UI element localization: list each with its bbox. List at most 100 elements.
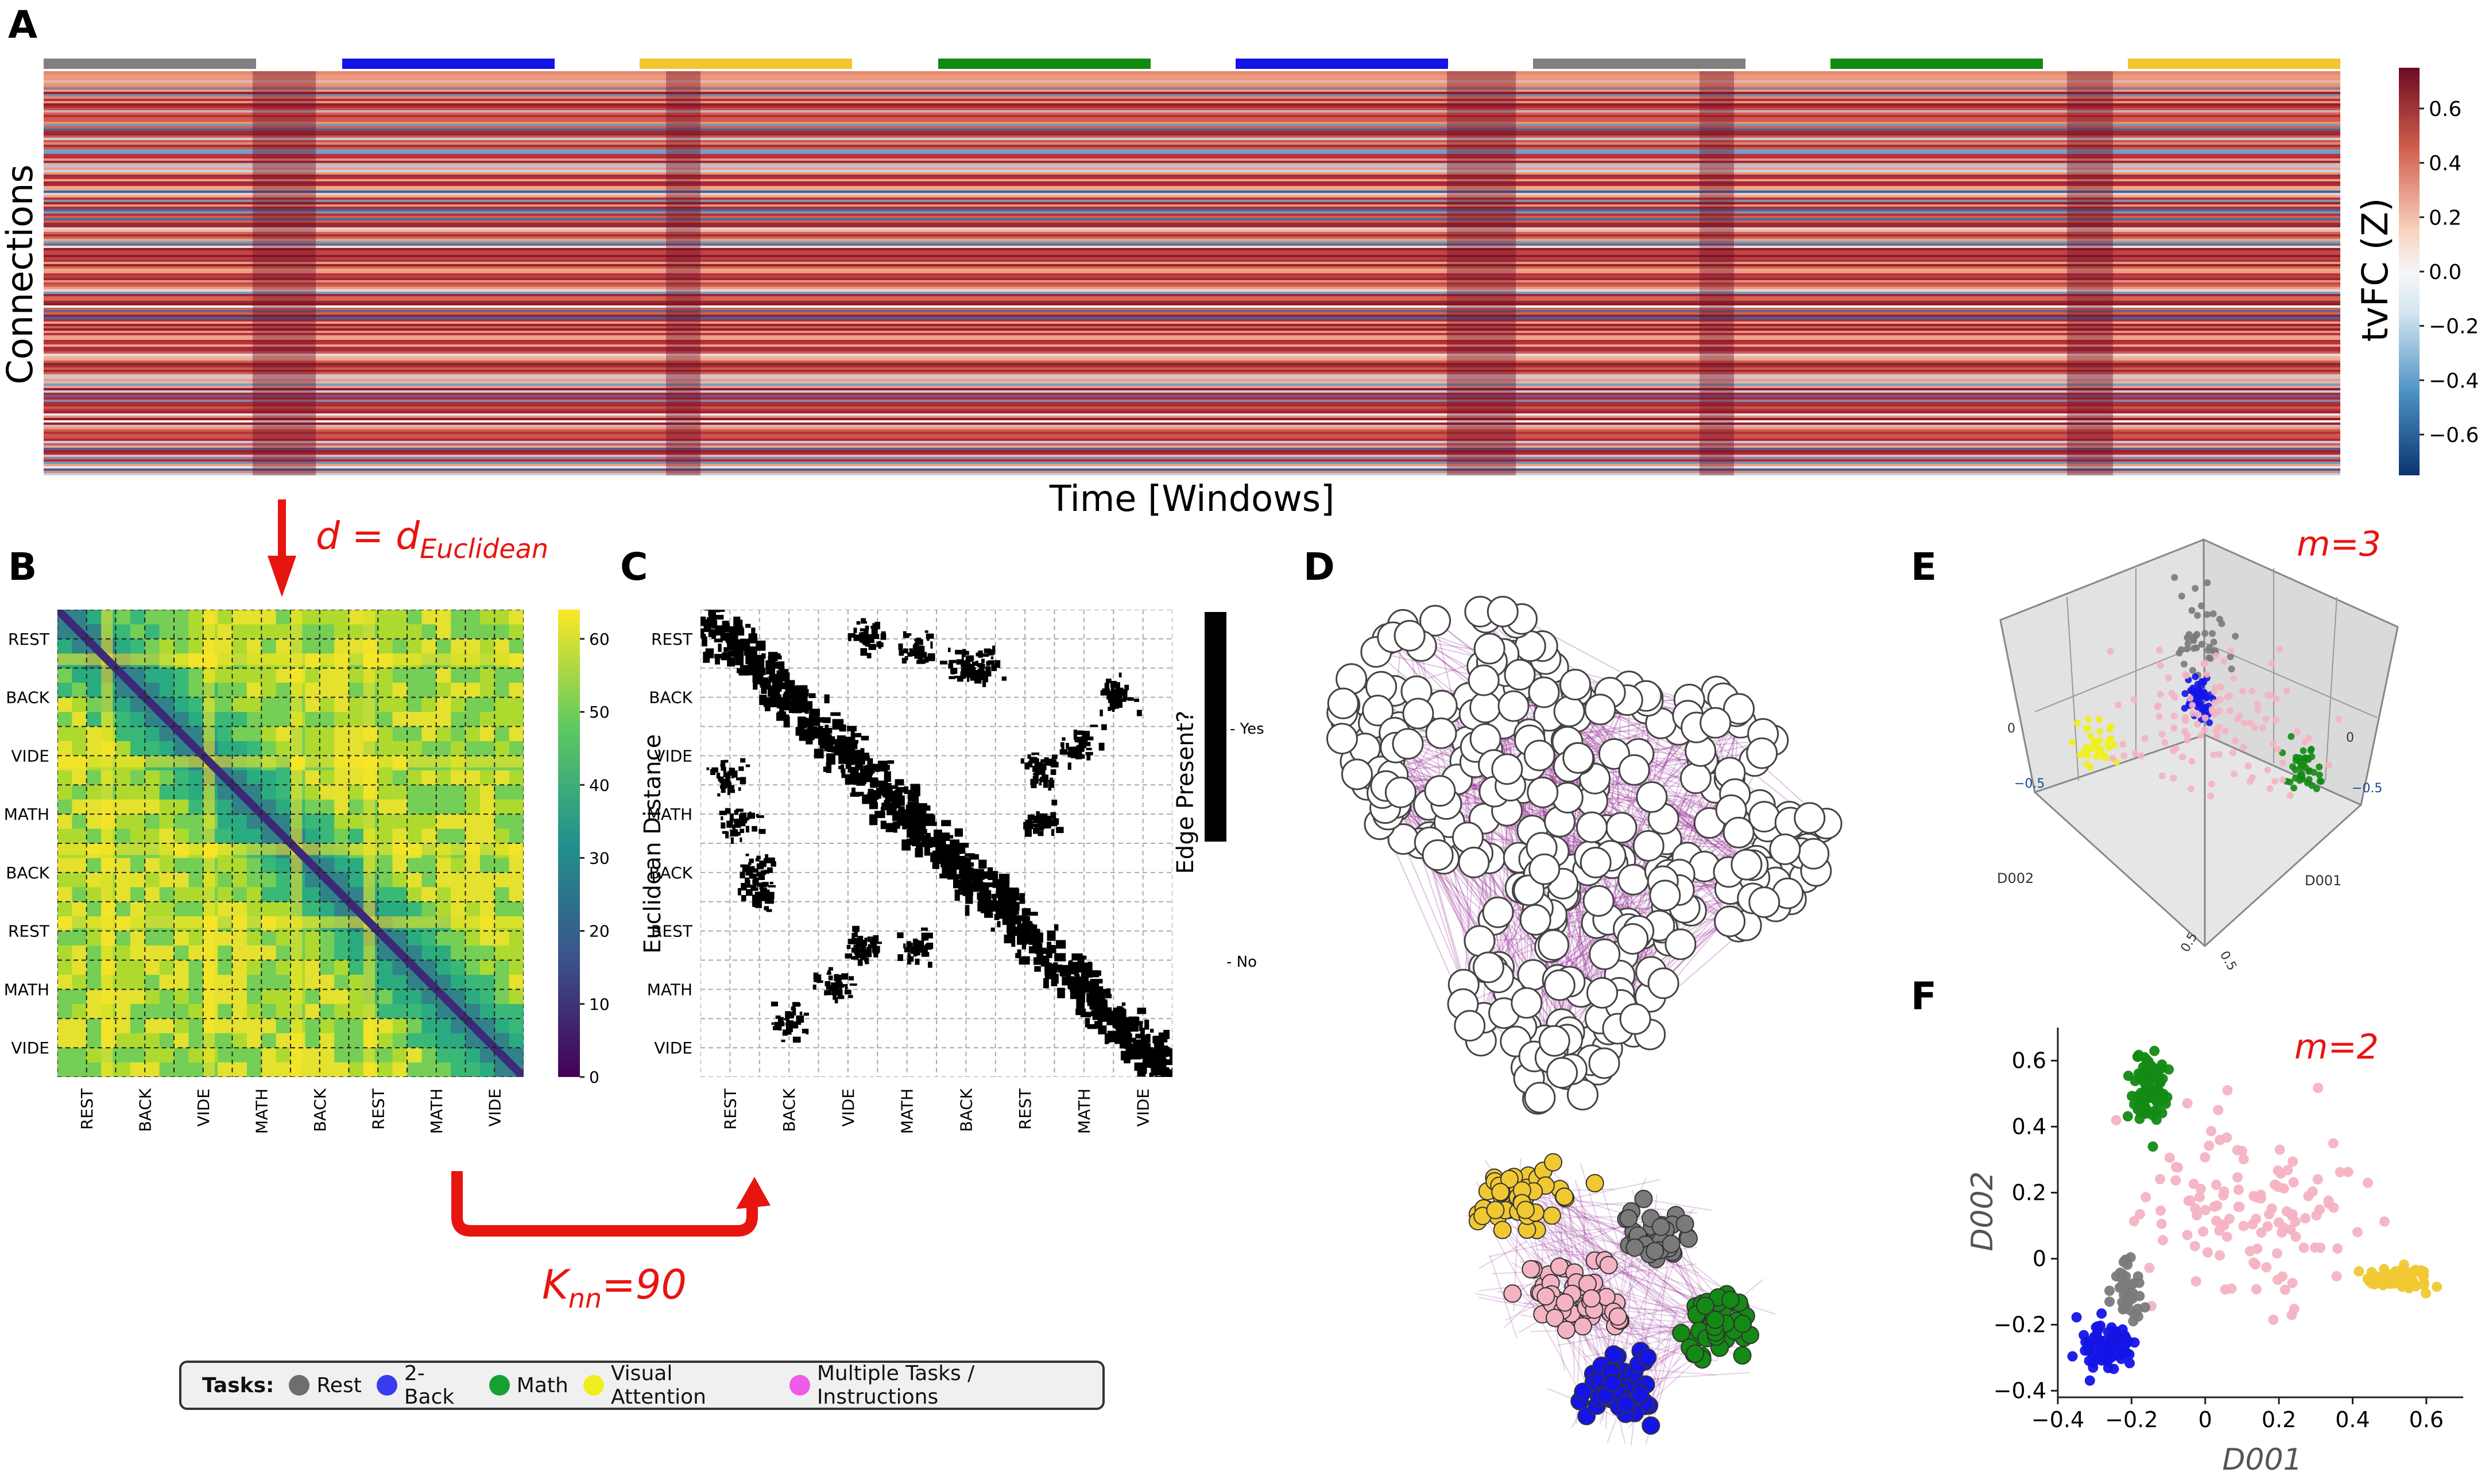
tvfc-heatmap — [44, 71, 2340, 475]
adjacency-block — [1021, 758, 1024, 764]
adjacency-block — [781, 1040, 785, 1042]
distance-cell — [160, 946, 175, 960]
adjacency-block — [845, 990, 851, 994]
distance-cell — [305, 698, 320, 712]
adjacency-cell — [768, 689, 776, 696]
adjacency-block — [834, 974, 838, 982]
graph-node-colored — [1646, 1242, 1663, 1260]
matrix-col-label: MATH — [252, 1088, 271, 1134]
distance-cell — [393, 1018, 408, 1033]
distance-cell — [174, 1018, 189, 1033]
matrix-col-label: VIDE — [194, 1088, 213, 1127]
adjacency-block — [1048, 782, 1053, 788]
heatmap-row — [44, 200, 2340, 202]
adjacency-block — [874, 622, 880, 629]
distance-cell — [276, 1018, 291, 1033]
adjacency-cell — [953, 878, 959, 889]
adjacency-cell — [739, 670, 750, 676]
distance-cell — [509, 1004, 524, 1019]
distance-cell — [174, 800, 189, 815]
distance-cell — [174, 639, 189, 654]
adjacency-cell — [1092, 970, 1099, 977]
distance-cell — [72, 785, 87, 800]
embedding-3d-point — [2240, 744, 2247, 751]
distance-cell — [188, 1063, 203, 1078]
graph-node — [1459, 847, 1489, 877]
adjacency-cell — [967, 873, 976, 881]
graph-node-colored — [1686, 1345, 1704, 1362]
heatmap-row — [44, 126, 2340, 129]
embedding-3d-point — [2262, 716, 2269, 723]
distance-cell — [320, 931, 335, 946]
heatmap-row — [44, 388, 2340, 390]
adjacency-block — [877, 642, 884, 647]
heatmap-row — [44, 450, 2340, 452]
adjacency-block — [788, 1012, 794, 1017]
heatmap-row — [44, 448, 2340, 450]
adjacency-cell — [858, 753, 869, 760]
embedding-3d-point — [2182, 671, 2189, 678]
graph-node — [1588, 978, 1617, 1008]
adjacency-block — [845, 954, 853, 959]
distance-cell — [305, 1063, 320, 1078]
distance-cell — [436, 1018, 451, 1033]
distance-cell — [87, 829, 102, 844]
matrix-col-label: VIDE — [839, 1088, 858, 1127]
tvfc-colorbar-tick-label: −0.4 — [2429, 369, 2479, 393]
heatmap-row — [44, 305, 2340, 308]
adjacency-cell — [866, 765, 873, 775]
distance-cell — [349, 858, 364, 873]
distance-cell — [174, 975, 189, 990]
distance-cell — [57, 873, 72, 888]
distance-cell — [247, 887, 262, 902]
distance-cell — [145, 814, 160, 829]
heatmap-row — [44, 165, 2340, 168]
e-tick-05b: 0.5 — [2217, 949, 2239, 974]
distance-cell — [509, 989, 524, 1004]
adjacency-cell — [841, 769, 845, 778]
distance-cell — [378, 610, 393, 625]
embedding-3d-point — [2170, 712, 2177, 719]
adjacency-block — [1046, 825, 1051, 828]
adjacency-cell — [759, 660, 764, 669]
adjacency-block — [913, 940, 920, 943]
adjacency-block — [730, 830, 736, 836]
heatmap-row — [44, 142, 2340, 145]
tvfc-colorbar — [2399, 68, 2420, 475]
embedding-3d-point — [2181, 661, 2188, 668]
embedding-2d-point — [2151, 1115, 2162, 1125]
adjacency-block — [991, 665, 997, 671]
adjacency-cell — [993, 898, 997, 902]
distance-cell — [72, 814, 87, 829]
adjacency-block — [730, 789, 735, 793]
e-tick-0a: 0 — [2007, 722, 2015, 736]
distance-cell — [494, 829, 509, 844]
adjacency-block — [710, 769, 715, 775]
embedding-3d-point — [2192, 673, 2198, 680]
heatmap-row — [44, 390, 2340, 393]
adjacency-cell — [988, 867, 993, 874]
embedding-2d-point — [2277, 1272, 2287, 1282]
distance-cell — [421, 946, 436, 960]
distance-cell — [480, 683, 495, 698]
distance-cell — [494, 960, 509, 975]
distance-cell — [233, 1063, 247, 1078]
distance-cell — [378, 624, 393, 639]
adjacency-cell — [1019, 958, 1030, 964]
distance-cell — [378, 785, 393, 800]
graph-node — [1749, 888, 1779, 917]
adjacency-block — [848, 637, 851, 641]
adjacency-block — [719, 811, 727, 815]
distance-cell — [72, 829, 87, 844]
distance-cell — [57, 1048, 72, 1063]
distance-cell — [130, 887, 145, 902]
e-tick-m05b: −0.5 — [2352, 781, 2382, 796]
heatmap-row — [44, 259, 2340, 262]
adjacency-block — [1043, 780, 1048, 788]
distance-cell — [276, 989, 291, 1004]
adjacency-cell — [1106, 1034, 1110, 1043]
distance-cell — [145, 887, 160, 902]
embedding-2d-point — [2282, 1165, 2293, 1175]
graph-node — [1524, 741, 1554, 770]
graph-node-colored — [1626, 1239, 1643, 1256]
